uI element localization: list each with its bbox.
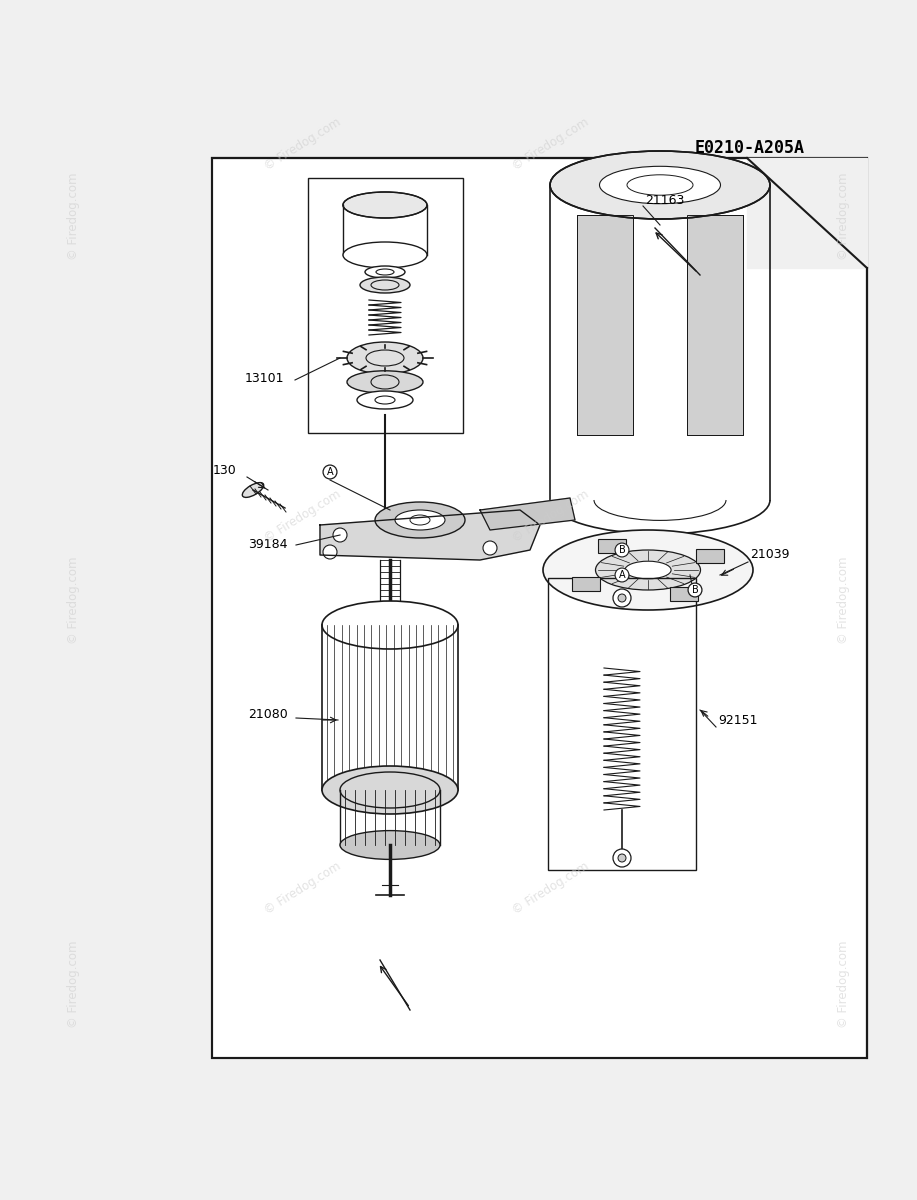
Ellipse shape <box>543 530 753 610</box>
Circle shape <box>323 545 337 559</box>
Ellipse shape <box>595 550 701 590</box>
Text: B: B <box>691 584 699 595</box>
Ellipse shape <box>322 601 458 649</box>
Ellipse shape <box>365 266 405 278</box>
Ellipse shape <box>347 371 423 394</box>
Ellipse shape <box>343 242 427 268</box>
Polygon shape <box>320 510 540 560</box>
Ellipse shape <box>550 151 770 218</box>
Text: 13101: 13101 <box>245 372 284 384</box>
Text: 92151: 92151 <box>718 714 757 726</box>
Circle shape <box>618 854 626 862</box>
Ellipse shape <box>624 562 671 578</box>
Ellipse shape <box>343 192 427 218</box>
Circle shape <box>618 594 626 602</box>
Bar <box>212 158 867 1058</box>
Bar <box>598 540 626 553</box>
Circle shape <box>493 514 507 527</box>
Circle shape <box>613 589 631 607</box>
Bar <box>212 158 867 1058</box>
Bar <box>687 215 743 434</box>
Ellipse shape <box>340 772 440 808</box>
Text: © Firedog.com: © Firedog.com <box>837 557 850 643</box>
Ellipse shape <box>357 391 413 409</box>
Text: © Firedog.com: © Firedog.com <box>262 487 343 545</box>
Circle shape <box>613 850 631 866</box>
Ellipse shape <box>322 766 458 814</box>
Ellipse shape <box>395 510 445 530</box>
Bar <box>577 215 633 434</box>
Ellipse shape <box>340 830 440 859</box>
Text: © Firedog.com: © Firedog.com <box>262 115 343 173</box>
Text: © Firedog.com: © Firedog.com <box>837 173 850 259</box>
Ellipse shape <box>600 167 721 204</box>
Bar <box>308 178 463 433</box>
Bar <box>669 587 698 600</box>
Bar <box>572 577 600 590</box>
Text: © Firedog.com: © Firedog.com <box>510 487 591 545</box>
Text: © Firedog.com: © Firedog.com <box>262 859 343 917</box>
Ellipse shape <box>360 277 410 293</box>
Text: © Firedog.com: © Firedog.com <box>67 557 80 643</box>
Text: 21039: 21039 <box>750 548 790 562</box>
Ellipse shape <box>375 502 465 538</box>
Text: 130: 130 <box>213 463 237 476</box>
Ellipse shape <box>347 342 423 374</box>
Text: © Firedog.com: © Firedog.com <box>837 941 850 1027</box>
Circle shape <box>483 541 497 554</box>
Text: A: A <box>619 570 625 580</box>
Polygon shape <box>480 498 575 530</box>
Text: 21163: 21163 <box>645 193 684 206</box>
Text: © Firedog.com: © Firedog.com <box>67 173 80 259</box>
Text: 21080: 21080 <box>248 708 288 721</box>
Ellipse shape <box>242 482 264 497</box>
Bar <box>696 550 724 563</box>
Text: B: B <box>619 545 625 554</box>
Text: 39184: 39184 <box>248 539 288 552</box>
Text: © Firedog.com: © Firedog.com <box>67 941 80 1027</box>
Bar <box>577 215 633 434</box>
Text: © Firedog.com: © Firedog.com <box>510 115 591 173</box>
Text: E0210-A205A: E0210-A205A <box>695 139 805 157</box>
Circle shape <box>333 528 347 542</box>
Text: A: A <box>326 467 333 476</box>
Bar <box>687 215 743 434</box>
Bar <box>548 578 696 870</box>
Polygon shape <box>747 158 867 268</box>
Text: © Firedog.com: © Firedog.com <box>510 859 591 917</box>
